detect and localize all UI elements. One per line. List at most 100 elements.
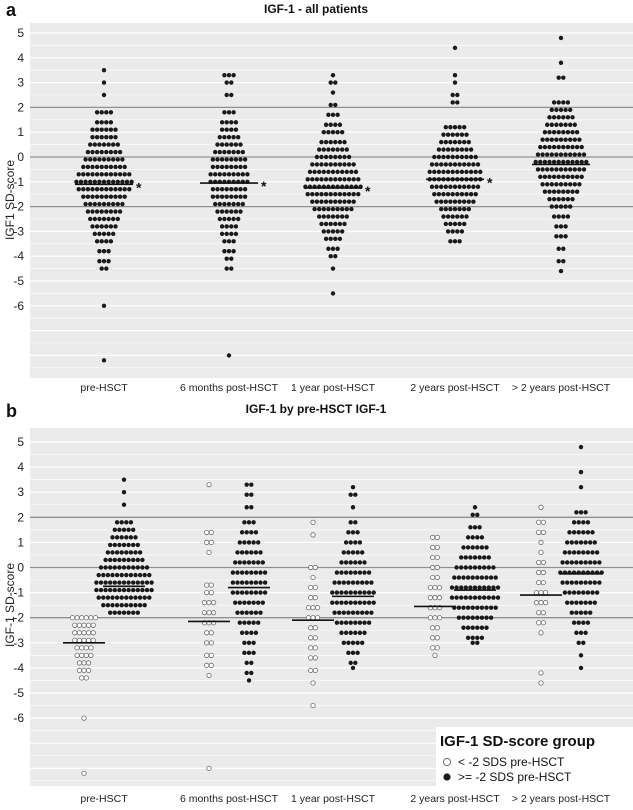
panel-b-data-point xyxy=(477,525,482,530)
panel-a-data-point xyxy=(94,239,100,244)
panel-b-data-point xyxy=(124,595,129,600)
legend-entry-above-minus2: >= -2 SDS pre-HSCT xyxy=(458,770,572,784)
panel-a-data-point xyxy=(457,162,462,167)
panel-a-data-point xyxy=(310,192,315,197)
panel-a-data-point xyxy=(321,147,326,152)
panel-b-data-point xyxy=(348,560,353,565)
panel-a-data-point xyxy=(90,164,95,170)
panel-a-data-point xyxy=(229,80,234,85)
panel-a-data-point xyxy=(579,174,584,180)
panel-a-data-point xyxy=(478,169,483,175)
panel-b-data-point xyxy=(114,520,120,525)
panel-a-data-point xyxy=(323,162,329,167)
panel-a-data-point xyxy=(101,249,107,254)
panel-a-data-point xyxy=(90,172,95,177)
panel-a-data-point xyxy=(111,201,116,207)
panel-a-data-point xyxy=(81,164,86,170)
panel-a-data-point xyxy=(222,110,227,115)
panel-a-y-tick-label: -3 xyxy=(13,224,24,238)
panel-b-data-point xyxy=(334,600,340,605)
panel-b-data-point xyxy=(459,555,464,560)
panel-a-data-point xyxy=(450,229,455,234)
panel-a-data-point xyxy=(229,157,234,162)
panel-b-data-point xyxy=(117,580,122,585)
panel-a-data-point xyxy=(231,172,236,177)
panel-a-data-point xyxy=(570,189,575,194)
panel-a-data-point xyxy=(439,206,444,212)
panel-b-data-point xyxy=(334,590,340,595)
panel-a-data-point xyxy=(558,60,564,65)
panel-a-data-point xyxy=(215,142,220,147)
panel-a-x-tick-label: 2 years post-HSCT xyxy=(410,382,500,394)
panel-a-data-point xyxy=(226,72,232,78)
panel-a-data-point xyxy=(452,206,458,212)
panel-b-data-point xyxy=(128,535,134,540)
panel-a-data-point xyxy=(94,134,100,140)
panel-b-data-point xyxy=(583,610,588,615)
panel-a-data-point xyxy=(122,194,127,199)
panel-b-data-point xyxy=(337,580,342,585)
panel-a-data-point xyxy=(229,164,234,170)
panel-a-data-point xyxy=(238,194,243,199)
panel-a-data-point xyxy=(466,162,471,167)
panel-a-data-point xyxy=(101,258,107,264)
panel-b-data-point xyxy=(536,579,542,586)
panel-a-data-point xyxy=(538,144,543,150)
legend: IGF-1 SD-score group < -2 SDS pre-HSCT >… xyxy=(436,727,633,787)
panel-a-data-point xyxy=(542,189,548,194)
panel-a-data-point xyxy=(337,154,343,160)
panel-a-data-point xyxy=(226,110,232,115)
panel-b-data-point xyxy=(204,630,210,636)
panel-a-data-point xyxy=(457,184,462,189)
panel-b-data-point xyxy=(565,540,570,545)
panel-b-data-point xyxy=(83,645,89,651)
panel-b-data-point xyxy=(350,580,356,585)
panel-a-data-point xyxy=(340,169,345,175)
panel-b-data-point xyxy=(463,595,468,600)
panel-b-data-point xyxy=(479,545,485,550)
panel-b-data-point xyxy=(206,610,212,616)
panel-a-data-point xyxy=(452,221,458,227)
panel-a-data-point xyxy=(104,266,109,271)
panel-a-data-point xyxy=(74,179,79,184)
panel-a-data-point xyxy=(549,137,554,142)
panel-b-data-point xyxy=(346,580,351,585)
panel-a-data-point xyxy=(217,201,222,207)
panel-a-data-point xyxy=(312,206,317,212)
panel-a-data-point xyxy=(574,159,580,165)
panel-a-data-point xyxy=(323,221,329,227)
panel-b-data-point xyxy=(312,645,318,651)
panel-b-data-point xyxy=(81,667,87,674)
panel-a-data-point xyxy=(229,142,234,147)
panel-b-data-point xyxy=(119,572,124,578)
panel-b-data-point xyxy=(253,570,259,575)
panel-a-data-point xyxy=(457,206,462,212)
panel-a-data-point xyxy=(97,157,102,162)
panel-b-data-point xyxy=(117,527,122,533)
panel-a-data-point xyxy=(226,201,232,207)
panel-a-data-point xyxy=(101,157,107,162)
panel-a-data-point xyxy=(222,216,227,222)
panel-b-data-point xyxy=(242,600,247,605)
panel-b-data-point xyxy=(432,595,438,601)
panel-b-data-point xyxy=(470,605,475,610)
panel-b-data-point xyxy=(574,560,579,565)
panel-b-data-point xyxy=(477,555,482,560)
panel-a-data-point xyxy=(99,149,104,155)
panel-b-data-point xyxy=(574,630,579,635)
panel-b-data-point xyxy=(434,574,440,581)
panel-a-data-point xyxy=(551,214,557,219)
panel-b-data-point xyxy=(235,590,240,595)
panel-a-data-point xyxy=(443,206,448,212)
panel-a-title: IGF-1 - all patients xyxy=(264,2,368,16)
panel-a-data-point xyxy=(577,137,582,142)
panel-b-data-point xyxy=(434,554,440,561)
panel-a-data-point xyxy=(547,130,552,135)
panel-a-data-point xyxy=(76,172,81,177)
panel-a-data-point xyxy=(106,142,111,147)
panel-a-data-point xyxy=(547,159,552,165)
panel-a-data-point xyxy=(346,154,352,160)
panel-a-data-point xyxy=(326,130,331,135)
panel-b-data-point xyxy=(260,560,265,565)
panel-b-data-point xyxy=(337,610,342,615)
